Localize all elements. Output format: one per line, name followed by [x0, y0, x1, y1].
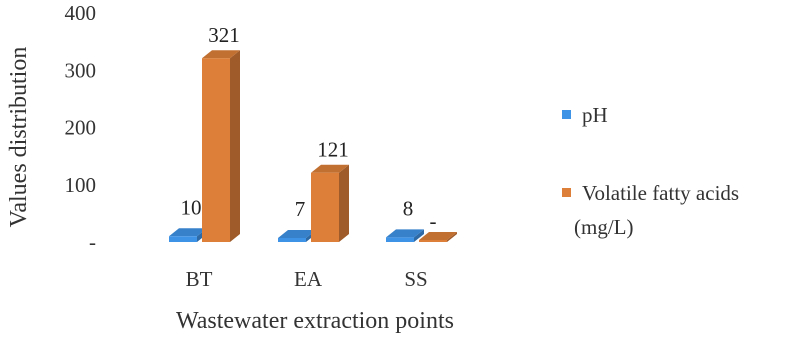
y-tick-label: - [89, 230, 96, 254]
bar-top-face [386, 229, 424, 238]
data-label-ss-vfa: - [430, 209, 437, 233]
bar-top-face [169, 228, 207, 237]
bar-top-face [311, 164, 349, 173]
legend-label-vfa-line2: (mg/L) [574, 215, 634, 239]
x-axis-title: Wastewater extraction points [176, 308, 454, 334]
bars [169, 50, 457, 242]
bar-front-face [419, 240, 447, 242]
legend-label-vfa-line1: Volatile fatty acids [582, 181, 740, 205]
bar-front-face [202, 58, 230, 242]
y-tick-label: 200 [65, 116, 97, 140]
y-tick-label: 400 [65, 1, 97, 25]
y-axis-title-group: Values distribution [6, 47, 32, 228]
data-label-bt-vfa: 321 [208, 23, 240, 47]
bar-bt-vfa [202, 50, 240, 242]
x-tick-label-ss: SS [404, 267, 427, 291]
legend-swatch-ph [562, 110, 571, 119]
bar-front-face [278, 237, 306, 242]
bar-front-face [386, 237, 414, 242]
y-tick-label: 300 [65, 58, 97, 82]
bar-front-face [169, 236, 197, 242]
bar-ea-vfa [311, 164, 349, 242]
bar-side-face [447, 232, 457, 242]
x-axis-ticks: BT EA SS [186, 267, 428, 291]
bar-side-face [339, 164, 349, 242]
bar-ss-ph [386, 229, 424, 242]
legend-swatch-vfa [562, 188, 571, 197]
bar-side-face [230, 50, 240, 242]
bar-top-face [278, 229, 316, 238]
bar-ea-ph [278, 229, 316, 242]
data-labels: 10 321 7 121 8- [181, 23, 437, 233]
bar-bt-ph [169, 228, 207, 242]
y-tick-label: 100 [65, 173, 97, 197]
data-label-bt-ph: 10 [181, 195, 202, 219]
x-tick-label-ea: EA [294, 267, 323, 291]
y-axis-ticks: - 100 200 300 400 [65, 1, 97, 254]
x-tick-label-bt: BT [186, 267, 213, 291]
bar-top-face [202, 50, 240, 59]
bar-ss-vfa [419, 232, 457, 242]
y-axis-title: Values distribution [6, 47, 32, 228]
data-label-ea-ph: 7 [295, 197, 306, 221]
legend-label-ph: pH [582, 103, 608, 127]
bar-front-face [311, 172, 339, 242]
bar-side-face [414, 229, 424, 242]
data-label-ss-ph: 8 [403, 196, 414, 220]
data-label-ea-vfa: 121 [317, 138, 349, 162]
bar-top-face [419, 232, 457, 240]
